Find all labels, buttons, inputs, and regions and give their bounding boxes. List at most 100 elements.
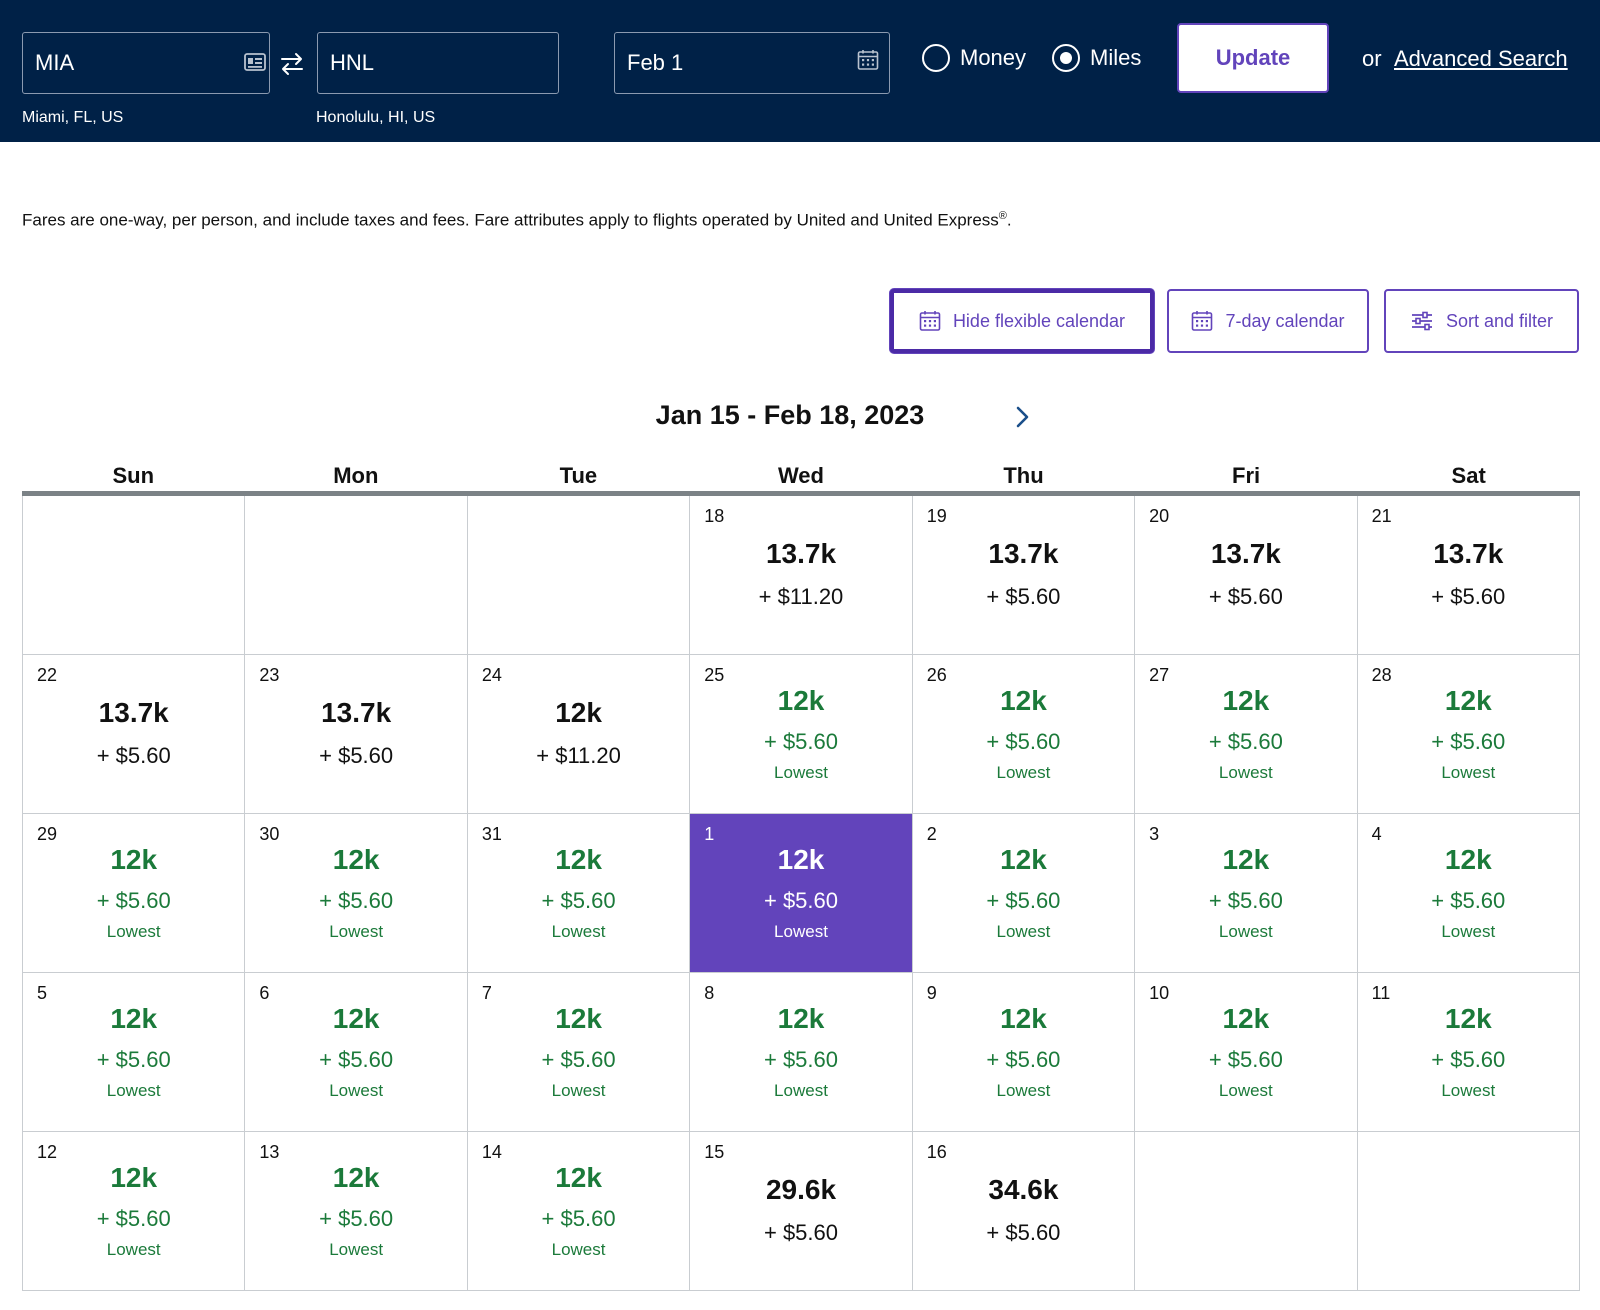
fare-tax: + $5.60 (763, 888, 838, 913)
swap-arrows-icon[interactable] (278, 50, 306, 78)
calendar-cell[interactable]: 26 12k + $5.60 Lowest (912, 655, 1136, 814)
fare-tax: + $5.60 (1208, 584, 1283, 609)
money-radio-circle[interactable] (922, 44, 950, 72)
id-card-icon[interactable] (244, 53, 266, 71)
fare-tax: + $5.60 (1431, 584, 1506, 609)
day-number: 7 (481, 983, 492, 1003)
weekday-label: Tue (559, 463, 598, 488)
weekday-label: Fri (1232, 463, 1261, 488)
fare-calendar-grid: 18 13.7k + $11.20 19 13.7k + $5.60 20 13.7k + $5… (22, 496, 1580, 1291)
date-range-title: Jan 15 - Feb 18, 2023 (655, 400, 925, 430)
advanced-search-link[interactable]: Advanced Search (1394, 46, 1568, 71)
fare-tax: + $11.20 (758, 584, 844, 609)
calendar-cell[interactable]: 10 12k + $5.60 Lowest (1135, 973, 1358, 1132)
day-number: 3 (1149, 824, 1160, 844)
miles-radio[interactable]: Miles (1052, 44, 1141, 72)
fare-tax: + $5.60 (986, 888, 1061, 913)
money-radio[interactable]: Money (922, 44, 1026, 72)
calendar-cell-empty (245, 496, 468, 655)
calendar-cell[interactable]: 9 12k + $5.60 Lowest (912, 973, 1136, 1132)
fare-miles: 12k (777, 1003, 825, 1034)
fare-tax: + $5.60 (319, 888, 394, 913)
fare-tax: + $5.60 (96, 743, 171, 768)
fare-miles: 13.7k (321, 697, 392, 728)
day-number: 22 (37, 665, 58, 685)
calendar-cell[interactable]: 15 29.6k + $5.60 (690, 1132, 913, 1291)
calendar-cell[interactable]: 13 12k + $5.60 Lowest (245, 1132, 468, 1291)
calendar-cell[interactable]: 22 13.7k + $5.60 (23, 655, 246, 814)
calendar-cell[interactable]: 2 12k + $5.60 Lowest (912, 814, 1136, 973)
day-number: 12 (37, 1142, 58, 1162)
fare-tax: + $5.60 (1208, 1047, 1283, 1072)
fare-miles: 12k (555, 844, 602, 875)
calendar-cell[interactable]: 16 34.6k + $5.60 (912, 1132, 1136, 1291)
fare-tax: + $5.60 (319, 1206, 394, 1231)
miles-radio-circle[interactable] (1052, 44, 1080, 72)
date-field[interactable]: Feb 1 (614, 32, 890, 94)
lowest-label: Lowest (774, 763, 828, 782)
calendar-cell[interactable]: 28 12k + $5.60 Lowest (1357, 655, 1580, 814)
calendar-cell[interactable]: 7 12k + $5.60 Lowest (467, 973, 691, 1132)
calendar-cell[interactable]: 12 12k + $5.60 Lowest (23, 1132, 246, 1291)
day-number: 4 (1371, 824, 1382, 844)
fare-tax: + $5.60 (319, 743, 394, 768)
calendar-cell[interactable]: 30 12k + $5.60 Lowest (245, 814, 468, 973)
fare-tax: + $5.60 (763, 729, 838, 754)
day-number: 1 (704, 824, 715, 844)
fare-miles: 12k (555, 1003, 602, 1034)
search-header: MIA Miami, FL, US HNL Honolulu, HI, US F… (0, 0, 1600, 142)
calendar-icon[interactable] (857, 49, 879, 71)
calendar-cell[interactable]: 31 12k + $5.60 Lowest (467, 814, 691, 973)
fare-miles: 12k (1444, 1003, 1492, 1034)
chevron-right-icon[interactable] (1010, 402, 1034, 432)
calendar-cell-empty (467, 496, 691, 655)
calendar-cell[interactable]: 27 12k + $5.60 Lowest (1135, 655, 1358, 814)
calendar-cell[interactable]: 24 12k + $11.20 (467, 655, 691, 814)
calendar-cell[interactable]: 6 12k + $5.60 Lowest (245, 973, 468, 1132)
seven-day-calendar-label: 7-day calendar (1225, 310, 1345, 331)
calendar-cell-selected[interactable]: 1 12k + $5.60 Lowest (690, 814, 913, 973)
fare-tax: + $5.60 (1208, 729, 1283, 754)
day-number: 29 (37, 824, 58, 844)
day-number: 14 (481, 1142, 502, 1162)
weekday-header: Sun Mon Tue Wed Thu Fri Sat (22, 463, 1580, 493)
fare-disclaimer: Fares are one-way, per person, and inclu… (22, 203, 1042, 234)
fare-tax: + $5.60 (1208, 888, 1283, 913)
fare-miles: 12k (110, 1003, 158, 1034)
lowest-label: Lowest (1441, 922, 1496, 941)
calendar-cell[interactable]: 4 12k + $5.60 Lowest (1357, 814, 1580, 973)
origin-field[interactable]: MIA (22, 32, 270, 94)
day-number: 8 (704, 983, 715, 1003)
calendar-cell[interactable]: 11 12k + $5.60 Lowest (1357, 973, 1580, 1132)
fare-tax: + $5.60 (541, 1047, 616, 1072)
day-number: 19 (926, 506, 947, 526)
sort-and-filter-button[interactable]: Sort and filter (1384, 289, 1579, 353)
destination-field[interactable]: HNL (317, 32, 559, 94)
calendar-cell[interactable]: 29 12k + $5.60 Lowest (23, 814, 246, 973)
calendar-cell[interactable]: 21 13.7k + $5.60 (1357, 496, 1580, 655)
weekday-label: Thu (1003, 463, 1044, 488)
calendar-cell[interactable]: 19 13.7k + $5.60 (912, 496, 1136, 655)
calendar-cell[interactable]: 20 13.7k + $5.60 (1135, 496, 1358, 655)
calendar-cell[interactable]: 23 13.7k + $5.60 (245, 655, 468, 814)
lowest-label: Lowest (551, 1081, 606, 1100)
calendar-cell-empty (1357, 1132, 1580, 1291)
update-button[interactable]: Update (1177, 23, 1329, 93)
calendar-cell[interactable]: 3 12k + $5.60 Lowest (1135, 814, 1358, 973)
seven-day-calendar-button[interactable]: 7-day calendar (1167, 289, 1369, 353)
calendar-cell[interactable]: 8 12k + $5.60 Lowest (690, 973, 913, 1132)
fare-miles: 12k (1000, 844, 1047, 875)
or-label: or (1362, 46, 1382, 71)
fare-miles: 12k (1000, 1003, 1047, 1034)
calendar-cell[interactable]: 14 12k + $5.60 Lowest (467, 1132, 691, 1291)
calendar-cell[interactable]: 18 13.7k + $11.20 (690, 496, 913, 655)
calendar-cell[interactable]: 25 12k + $5.60 Lowest (690, 655, 913, 814)
calendar-cell-empty (23, 496, 246, 655)
day-number: 25 (704, 665, 725, 685)
calendar-cell[interactable]: 5 12k + $5.60 Lowest (23, 973, 246, 1132)
hide-flexible-calendar-button[interactable]: Hide flexible calendar (890, 289, 1154, 353)
fare-miles: 12k (1222, 685, 1270, 716)
radio-selected-dot (1060, 52, 1072, 64)
weekday-divider (22, 491, 1580, 496)
day-number: 27 (1149, 665, 1170, 685)
